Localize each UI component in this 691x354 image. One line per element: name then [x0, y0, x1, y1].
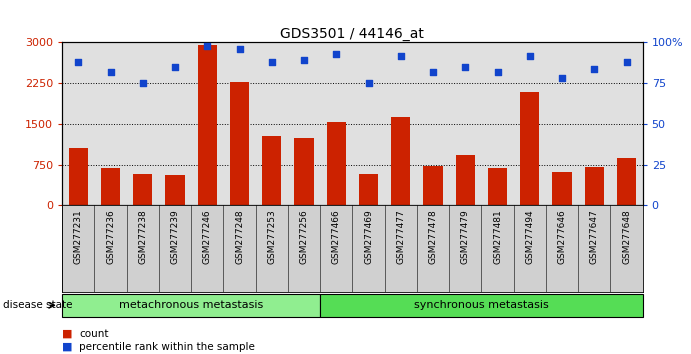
- Bar: [488, 169, 507, 205]
- Bar: [294, 138, 314, 205]
- Text: GSM277238: GSM277238: [138, 210, 147, 264]
- Bar: [327, 122, 346, 205]
- Point: [589, 66, 600, 72]
- Text: GSM277478: GSM277478: [428, 210, 437, 264]
- Bar: [520, 92, 540, 205]
- Text: GSM277236: GSM277236: [106, 210, 115, 264]
- Text: GSM277479: GSM277479: [461, 210, 470, 264]
- Point: [266, 59, 277, 65]
- Text: GSM277466: GSM277466: [332, 210, 341, 264]
- Point: [105, 69, 116, 75]
- Text: GSM277246: GSM277246: [202, 210, 212, 264]
- Text: ■: ■: [62, 342, 73, 352]
- Bar: [391, 118, 410, 205]
- Point: [395, 53, 406, 58]
- Text: GSM277256: GSM277256: [299, 210, 309, 264]
- Bar: [359, 174, 378, 205]
- Bar: [68, 148, 88, 205]
- Text: GSM277477: GSM277477: [396, 210, 406, 264]
- Bar: [165, 175, 184, 205]
- Text: percentile rank within the sample: percentile rank within the sample: [79, 342, 256, 352]
- Point: [169, 64, 180, 70]
- Text: GSM277231: GSM277231: [74, 210, 83, 264]
- Point: [138, 80, 149, 86]
- Text: GSM277239: GSM277239: [171, 210, 180, 264]
- Text: GSM277469: GSM277469: [364, 210, 373, 264]
- Point: [492, 69, 503, 75]
- Point: [363, 80, 374, 86]
- Bar: [320, 294, 643, 317]
- Text: GSM277648: GSM277648: [622, 210, 631, 264]
- Text: GSM277647: GSM277647: [589, 210, 599, 264]
- Text: GSM277481: GSM277481: [493, 210, 502, 264]
- Bar: [198, 45, 217, 205]
- Bar: [262, 136, 281, 205]
- Point: [524, 53, 536, 58]
- Bar: [424, 166, 443, 205]
- Point: [621, 59, 632, 65]
- Point: [428, 69, 439, 75]
- Point: [460, 64, 471, 70]
- Point: [299, 58, 310, 63]
- Bar: [455, 155, 475, 205]
- Text: metachronous metastasis: metachronous metastasis: [119, 300, 263, 310]
- Point: [234, 46, 245, 52]
- Text: GSM277494: GSM277494: [525, 210, 534, 264]
- Bar: [133, 175, 153, 205]
- Text: GSM277646: GSM277646: [558, 210, 567, 264]
- Text: GSM277253: GSM277253: [267, 210, 276, 264]
- Bar: [585, 167, 604, 205]
- Point: [202, 43, 213, 48]
- Text: ■: ■: [62, 329, 73, 339]
- Bar: [552, 172, 571, 205]
- Point: [73, 59, 84, 65]
- Text: GSM277248: GSM277248: [235, 210, 244, 264]
- Bar: [101, 169, 120, 205]
- Text: count: count: [79, 329, 109, 339]
- Point: [556, 75, 567, 81]
- Title: GDS3501 / 44146_at: GDS3501 / 44146_at: [281, 28, 424, 41]
- Bar: [62, 294, 320, 317]
- Bar: [230, 82, 249, 205]
- Bar: [617, 158, 636, 205]
- Point: [331, 51, 342, 57]
- Text: synchronous metastasis: synchronous metastasis: [414, 300, 549, 310]
- Text: disease state: disease state: [3, 300, 73, 310]
